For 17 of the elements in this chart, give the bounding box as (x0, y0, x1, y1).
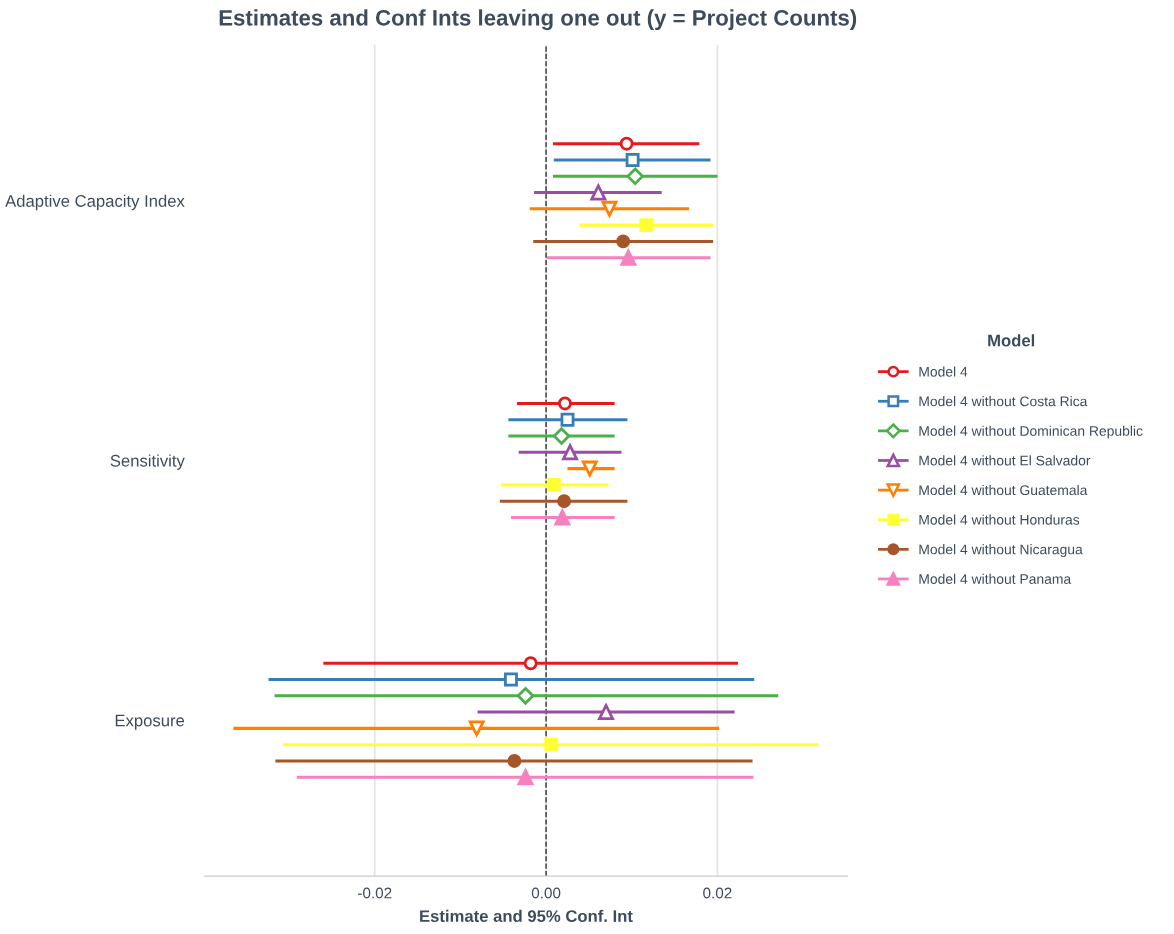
legend-label: Model 4 without Guatemala (919, 484, 1088, 496)
legend-label: Model 4 (919, 366, 968, 377)
x-tick-label: -0.02 (358, 887, 392, 899)
legend-label: Model 4 without Honduras (919, 514, 1080, 525)
legend-label: Model 4 without El Salvador (919, 455, 1091, 466)
y-tick-label: Exposure (115, 714, 185, 730)
y-tick-label: Adaptive Capacity Index (5, 194, 185, 211)
y-tick-label: Sensitivity (110, 454, 185, 470)
legend-label: Model 4 without Dominican Republic (919, 425, 1143, 439)
x-tick-label: 0.00 (531, 887, 561, 899)
x-tick-label: 0.02 (703, 887, 732, 899)
legend-label: Model 4 without Costa Rica (919, 396, 1088, 407)
legend-label: Model 4 without Panama (919, 573, 1072, 584)
legend-title: Model (988, 334, 1035, 347)
chart-title: Estimates and Conf Ints leaving one out (y = Project Counts) (219, 9, 857, 31)
legend-label: Model 4 without Nicaragua (919, 544, 1083, 558)
x-axis-title: Estimate and 95% Conf. Int (420, 909, 633, 923)
